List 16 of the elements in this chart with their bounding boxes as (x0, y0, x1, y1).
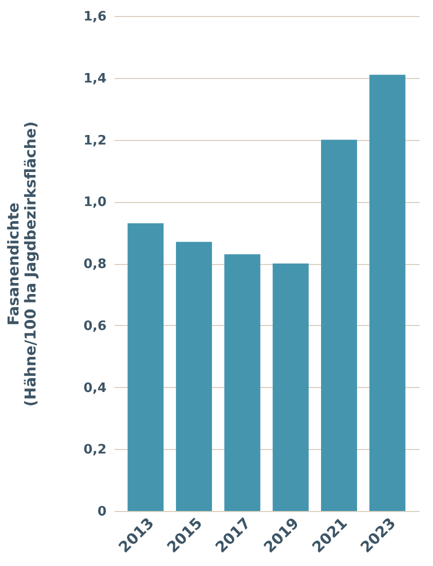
y-tick-label: 0,6 (83, 318, 106, 334)
bar (321, 140, 358, 511)
y-tick-label: 1,0 (83, 195, 106, 210)
y-tick-label: 0,8 (83, 257, 106, 272)
bar (176, 242, 212, 511)
bar (272, 264, 309, 511)
bar (369, 74, 406, 511)
y-tick-label: 0,4 (83, 380, 106, 396)
bar (224, 254, 260, 511)
y-tick-label: 1,4 (83, 71, 106, 86)
bar (128, 223, 164, 511)
y-axis-title: Fasanendichte (Hähne/100 ha Jagdbezirksfläche) (4, 121, 40, 407)
y-tick-label: 0,2 (83, 442, 106, 458)
y-tick-label: 1,6 (83, 10, 106, 24)
y-tick-label: 0 (97, 504, 106, 520)
y-tick-label: 1,2 (83, 133, 106, 148)
